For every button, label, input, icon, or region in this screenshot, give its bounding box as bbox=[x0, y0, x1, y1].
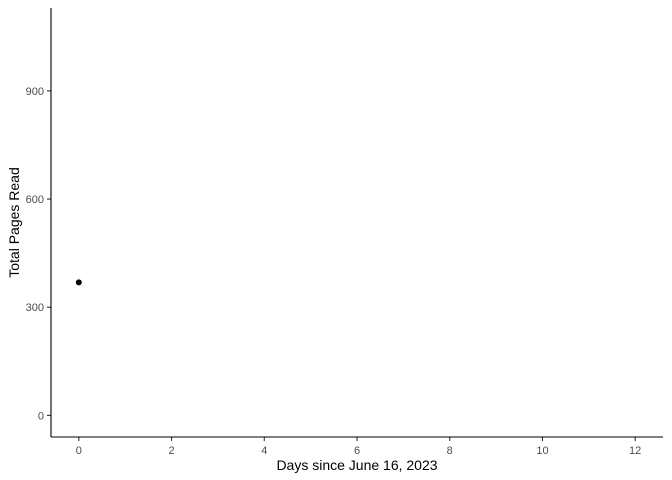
y-axis-ticks: 0 300 600 900 bbox=[26, 86, 51, 422]
x-tick-label: 10 bbox=[536, 445, 548, 457]
x-axis-title: Days since June 16, 2023 bbox=[276, 457, 437, 473]
x-tick-label: 8 bbox=[447, 445, 453, 457]
data-points bbox=[75, 279, 82, 286]
y-tick-label: 600 bbox=[26, 194, 44, 206]
x-tick-label: 0 bbox=[76, 445, 82, 457]
x-tick-label: 6 bbox=[354, 445, 360, 457]
y-tick-label: 300 bbox=[26, 302, 44, 314]
x-tick-label: 2 bbox=[168, 445, 174, 457]
y-axis-title: Total Pages Read bbox=[6, 167, 22, 278]
data-point bbox=[75, 279, 82, 286]
x-axis-ticks: 0 2 4 6 8 10 12 bbox=[76, 437, 641, 457]
y-tick-label: 900 bbox=[26, 86, 44, 98]
y-tick-label: 0 bbox=[38, 410, 44, 422]
x-tick-label: 4 bbox=[261, 445, 267, 457]
x-tick-label: 12 bbox=[629, 445, 641, 457]
